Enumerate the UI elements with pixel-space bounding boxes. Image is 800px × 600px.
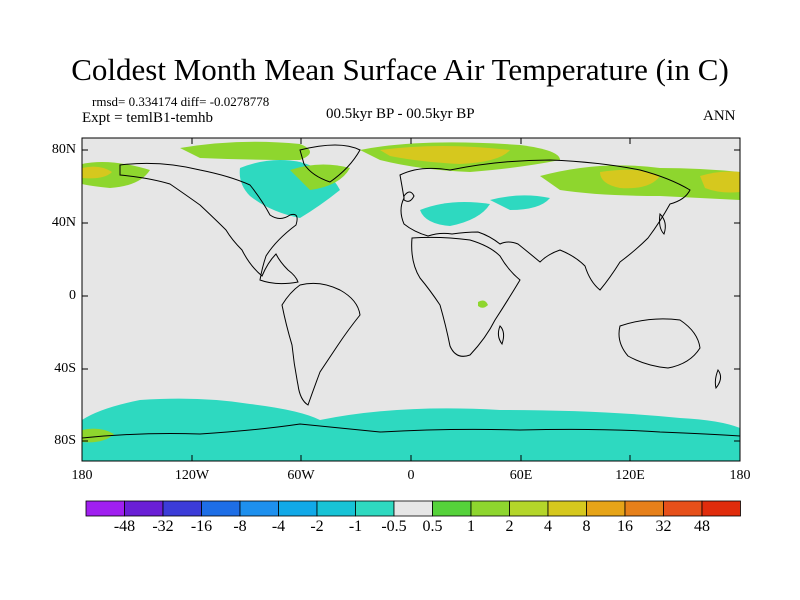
colorbar-box-14 — [624, 500, 664, 517]
period-label: 00.5kyr BP - 00.5kyr BP — [326, 106, 475, 122]
experiment-label: Expt = temlB1-temhb — [82, 110, 213, 126]
colorbar-label-10: 2 — [505, 518, 514, 535]
dateline-warm-region — [700, 171, 740, 193]
coast-madagascar — [497, 325, 505, 346]
colorbar-label-0: -48 — [113, 518, 136, 535]
europe-negative-region — [420, 202, 490, 226]
colorbar-box-6 — [316, 500, 356, 517]
lon-label-60w: 60W — [287, 468, 315, 483]
antarctic-negative-region-east — [320, 408, 740, 461]
colorbar-box-13 — [586, 500, 626, 517]
colorbar-box-7 — [355, 500, 395, 517]
siberia-warm-region — [380, 146, 510, 164]
colorbar-label-4: -4 — [271, 518, 286, 535]
coast-north-america — [119, 162, 299, 285]
lat-label-80n: 80N — [51, 142, 76, 157]
coast-greenland — [299, 144, 361, 183]
antarctic-positive-patch — [82, 428, 114, 443]
colorbar-label-9: 1 — [467, 518, 475, 535]
colorbar-box-9 — [432, 500, 472, 517]
coast-eurasia — [399, 159, 691, 291]
coastlines — [81, 144, 741, 439]
africa-positive-patch — [478, 300, 488, 308]
colorbar-label-5: -2 — [310, 518, 324, 535]
colorbar-label-8: 0.5 — [422, 518, 443, 535]
colorbar — [85, 500, 741, 517]
lon-label-0: 0 — [407, 468, 415, 483]
colorbar-label-2: -16 — [190, 518, 213, 535]
colorbar-label-3: -8 — [233, 518, 247, 535]
lon-label-120e: 120E — [615, 468, 645, 483]
lat-label-40s: 40S — [54, 361, 76, 376]
colorbar-box-8 — [393, 500, 433, 517]
colorbar-label-11: 4 — [544, 518, 552, 535]
colorbar-box-16 — [701, 500, 741, 517]
colorbar-label-12: 8 — [582, 518, 591, 535]
coast-new-zealand — [714, 368, 722, 390]
arctic-canada-positive-region — [180, 141, 310, 160]
colorbar-box-5 — [278, 500, 318, 517]
colorbar-label-13: 16 — [617, 518, 633, 535]
lat-label-0: 0 — [69, 288, 76, 303]
antarctic-negative-region-west — [82, 398, 320, 461]
colorbar-box-15 — [663, 500, 703, 517]
colorbar-label-15: 48 — [694, 518, 710, 535]
coast-south-america — [281, 282, 361, 406]
stats-label: rmsd= 0.334174 diff= -0.0278778 — [92, 94, 270, 109]
lon-label-180e: 180 — [729, 468, 751, 483]
west-asia-negative-region — [490, 195, 550, 210]
coast-japan — [659, 212, 666, 235]
alaska-warm-region — [82, 166, 112, 179]
colorbar-label-6: -1 — [348, 518, 363, 535]
lon-label-180w: 180 — [71, 468, 93, 483]
coast-australia — [618, 318, 701, 369]
colorbar-box-4 — [239, 500, 279, 517]
colorbar-box-12 — [547, 500, 587, 517]
lat-label-40n: 40N — [51, 215, 76, 230]
lon-label-120w: 120W — [174, 468, 210, 483]
north-pacific-warm-region — [600, 169, 660, 189]
colorbar-box-10 — [470, 500, 510, 517]
colorbar-box-2 — [162, 500, 202, 517]
plot-title: Coldest Month Mean Surface Air Temperatu… — [71, 52, 729, 87]
coast-africa — [411, 236, 521, 357]
season-label: ANN — [703, 108, 736, 124]
lon-label-60e: 60E — [509, 468, 533, 483]
lat-label-80s: 80S — [54, 433, 76, 448]
map-ticks — [82, 138, 740, 461]
colorbar-label-7: -0.5 — [381, 518, 407, 535]
colorbar-box-1 — [124, 500, 164, 517]
coast-uk — [403, 191, 415, 202]
colorbar-box-11 — [509, 500, 549, 517]
colorbar-box-0 — [85, 500, 125, 517]
greenland-positive-region — [290, 164, 350, 190]
colorbar-label-14: 32 — [655, 518, 672, 535]
coast-antarctica — [81, 423, 741, 439]
colorbar-label-1: -32 — [152, 518, 174, 535]
anomaly-fields — [82, 141, 740, 461]
colorbar-box-3 — [201, 500, 241, 517]
